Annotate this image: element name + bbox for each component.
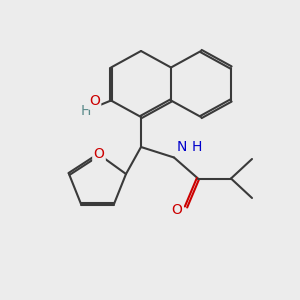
Text: O: O <box>172 203 182 217</box>
Text: O: O <box>89 94 100 108</box>
Text: N: N <box>176 140 187 154</box>
Text: H: H <box>191 140 202 154</box>
Text: H: H <box>80 104 91 118</box>
Text: O: O <box>94 148 104 161</box>
